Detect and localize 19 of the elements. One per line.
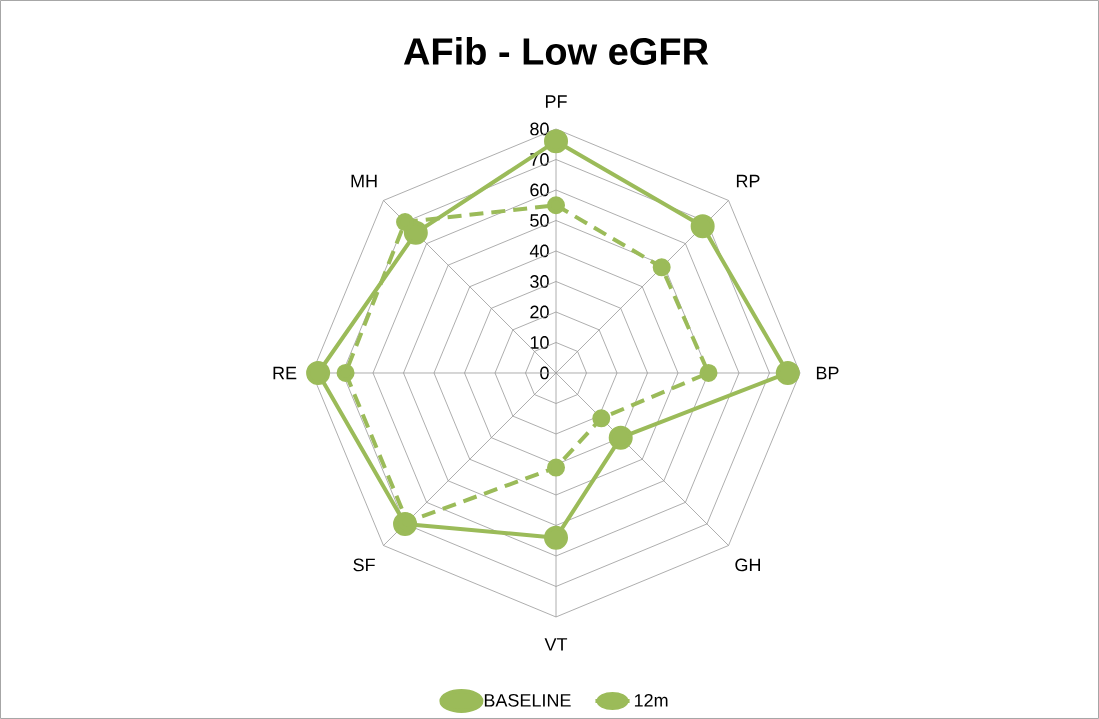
spoke-label: SF xyxy=(353,558,375,572)
y-tick-label: 0 xyxy=(540,366,549,380)
spoke-label: PF xyxy=(545,95,567,108)
spoke-label: BP xyxy=(816,366,839,380)
y-tick-label: 60 xyxy=(530,183,549,197)
y-tick-label: 20 xyxy=(530,305,549,319)
y-tick-label: 10 xyxy=(530,336,549,349)
y-tick-label: 30 xyxy=(530,275,549,288)
spoke-label: GH xyxy=(735,558,760,572)
spoke-label: MH xyxy=(351,174,377,188)
y-tick-label: 80 xyxy=(530,122,549,136)
chart-title: AFib - Low eGFR xyxy=(403,37,709,65)
spoke-label: RE xyxy=(273,366,297,380)
spoke-label: VT xyxy=(544,638,568,651)
legend-label: 12m xyxy=(634,693,668,707)
y-tick-label: 50 xyxy=(530,214,549,227)
legend-label: BASELINE xyxy=(484,693,571,707)
y-tick-label: 40 xyxy=(529,244,549,258)
spoke-label: RP xyxy=(736,174,760,188)
